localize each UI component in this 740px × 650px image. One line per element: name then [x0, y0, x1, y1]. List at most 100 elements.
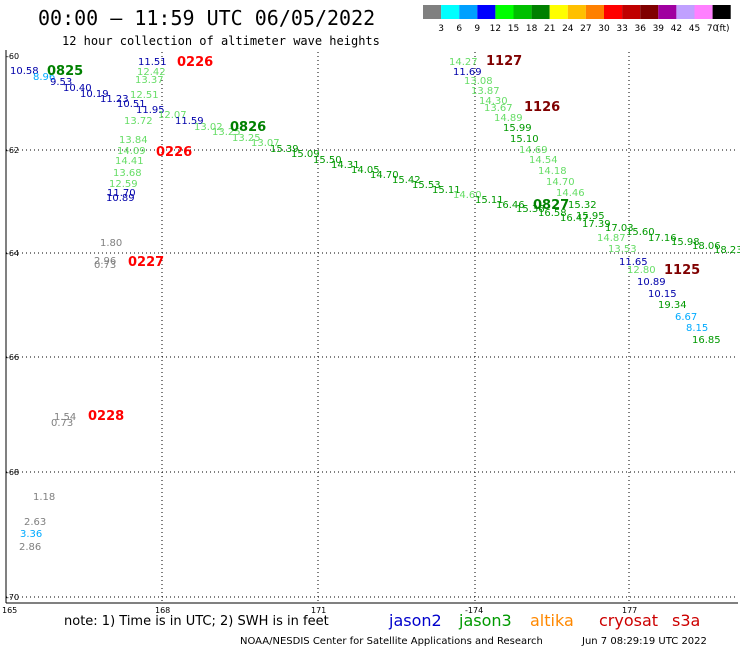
wave-height-value: 15.95 [576, 211, 605, 222]
wave-height-value: 2.86 [19, 542, 41, 553]
wave-height-value: 16.47 [560, 213, 589, 224]
wave-height-value: 17.16 [648, 233, 677, 244]
pass-time-label: 0227 [128, 255, 164, 270]
wave-height-value: 0.73 [51, 418, 73, 429]
color-scale-label: 3 [438, 24, 444, 34]
color-scale-swatch [549, 5, 568, 19]
satellite-legend: jason2 jason3 altika cryosat s3a [388, 611, 700, 630]
wave-height-value: 14.05 [351, 165, 380, 176]
longitude-axis: 165 168 171 -174 177 [2, 606, 637, 615]
wave-height-value: 16.85 [692, 335, 721, 346]
timestamp: Jun 7 08:29:19 UTC 2022 [581, 636, 707, 647]
wave-height-value: 1.18 [33, 492, 55, 503]
wave-height-value: 16.58 [538, 208, 567, 219]
wave-height-value: 19.34 [658, 300, 687, 311]
color-scale-swatch [712, 5, 731, 19]
color-scale-label: 70 [707, 24, 719, 34]
color-scale-label: 12 [490, 24, 501, 34]
wave-height-value: 11.59 [175, 116, 204, 127]
lon-tick-label: 177 [622, 606, 637, 615]
plot-frame [5, 50, 738, 604]
color-scale-label: 30 [598, 24, 610, 34]
wave-height-value: 6.67 [675, 312, 697, 323]
wave-height-value: 13.02 [194, 122, 223, 133]
wave-height-value: 14.09 [117, 146, 146, 157]
pass-time-label: 0827 [533, 198, 569, 213]
wave-height-value: 13.07 [251, 138, 280, 149]
color-scale-swatch [513, 5, 532, 19]
wave-height-value: 13.37 [135, 75, 164, 86]
color-scale-label: 39 [653, 24, 665, 34]
color-scale-label: 24 [562, 24, 574, 34]
wave-height-value: 3.36 [20, 529, 42, 540]
wave-height-value: 13.67 [484, 103, 513, 114]
wave-height-value: 13.25 [212, 127, 241, 138]
wave-height-value: 10.51 [117, 99, 146, 110]
satellite-altika: altika [530, 611, 574, 630]
color-scale-swatch [676, 5, 695, 19]
wave-height-value: 12.07 [158, 110, 187, 121]
satellite-jason2: jason2 [388, 611, 442, 630]
wave-height-value: 12.59 [109, 179, 138, 190]
wave-height-value: 15.32 [568, 200, 597, 211]
wave-height-value: 15.39 [270, 144, 299, 155]
wave-height-value: 15.36 [516, 204, 545, 215]
color-scale-swatch [441, 5, 460, 19]
wave-height-value: 13.87 [471, 86, 500, 97]
wave-height-value: 13.72 [124, 116, 153, 127]
wave-height-value: 17.39 [582, 219, 611, 230]
pass-time-label: 0226 [156, 145, 192, 160]
pass-time-label: 0825 [47, 64, 83, 79]
color-scale-swatch [423, 5, 442, 19]
wave-height-value: 15.10 [510, 134, 539, 145]
wave-height-value: 8.96 [33, 72, 55, 83]
pass-time-label: 0228 [88, 409, 124, 424]
lon-tick-label: -174 [465, 606, 483, 615]
map-title: 00:00 – 11:59 UTC 06/05/2022 [38, 6, 375, 30]
wave-height-value: 14.30 [479, 96, 508, 107]
footer-note: note: 1) Time is in UTC; 2) SWH is in fe… [64, 614, 329, 629]
lat-tick-label: -60 [6, 52, 19, 61]
wave-height-value: 13.25 [232, 133, 261, 144]
wave-height-value: 14.54 [529, 155, 558, 166]
wave-height-value: 11.70 [107, 188, 136, 199]
wave-height-value: 13.68 [113, 168, 142, 179]
wave-height-observations: 10.58 8.96 9.53 10.40 10.19 11.23 10.51 … [10, 57, 740, 553]
wave-height-value: 12.80 [627, 265, 656, 276]
color-scale-label: 18 [526, 24, 538, 34]
satellite-jason3: jason3 [458, 611, 512, 630]
wave-height-value: 2.63 [24, 517, 46, 528]
pass-time-label: 1127 [486, 54, 522, 69]
satellite-s3a: s3a [672, 611, 700, 630]
wave-height-value: 11.69 [453, 67, 482, 78]
wave-height-value: 15.60 [626, 227, 655, 238]
wave-height-value: 18.23 [714, 245, 740, 256]
wave-height-value: 17.03 [605, 223, 634, 234]
map-subtitle: 12 hour collection of altimeter wave hei… [62, 34, 380, 48]
wave-height-value: 15.53 [412, 180, 441, 191]
pass-time-label: 0826 [230, 120, 266, 135]
color-scale-label: 36 [634, 24, 646, 34]
color-scale-swatch [459, 5, 478, 19]
color-scale-unit: (ft) [716, 24, 730, 34]
wave-height-value: 9.53 [50, 77, 72, 88]
wave-height-value: 10.15 [648, 289, 677, 300]
color-scale-swatch [640, 5, 659, 19]
wave-height-value: 11.95 [136, 105, 165, 116]
wave-height-value: 15.11 [475, 195, 504, 206]
wave-height-value: 13.53 [608, 244, 637, 255]
wave-height-value: 0.73 [94, 260, 116, 271]
latitude-axis: -60 -62 -64 -66 -68 -70 [6, 52, 19, 602]
color-scale-swatch [585, 5, 604, 19]
color-scale-swatch [567, 5, 586, 19]
wave-height-value: 15.99 [503, 123, 532, 134]
lat-tick-label: -62 [6, 146, 19, 155]
wave-height-value: 14.60 [453, 190, 482, 201]
wave-height-value: 16.46 [496, 200, 525, 211]
pass-time-label: 0226 [177, 55, 213, 70]
wave-height-value: 15.98 [671, 237, 700, 248]
wave-height-value: 10.58 [10, 66, 39, 77]
pass-time-label: 1125 [664, 263, 700, 278]
